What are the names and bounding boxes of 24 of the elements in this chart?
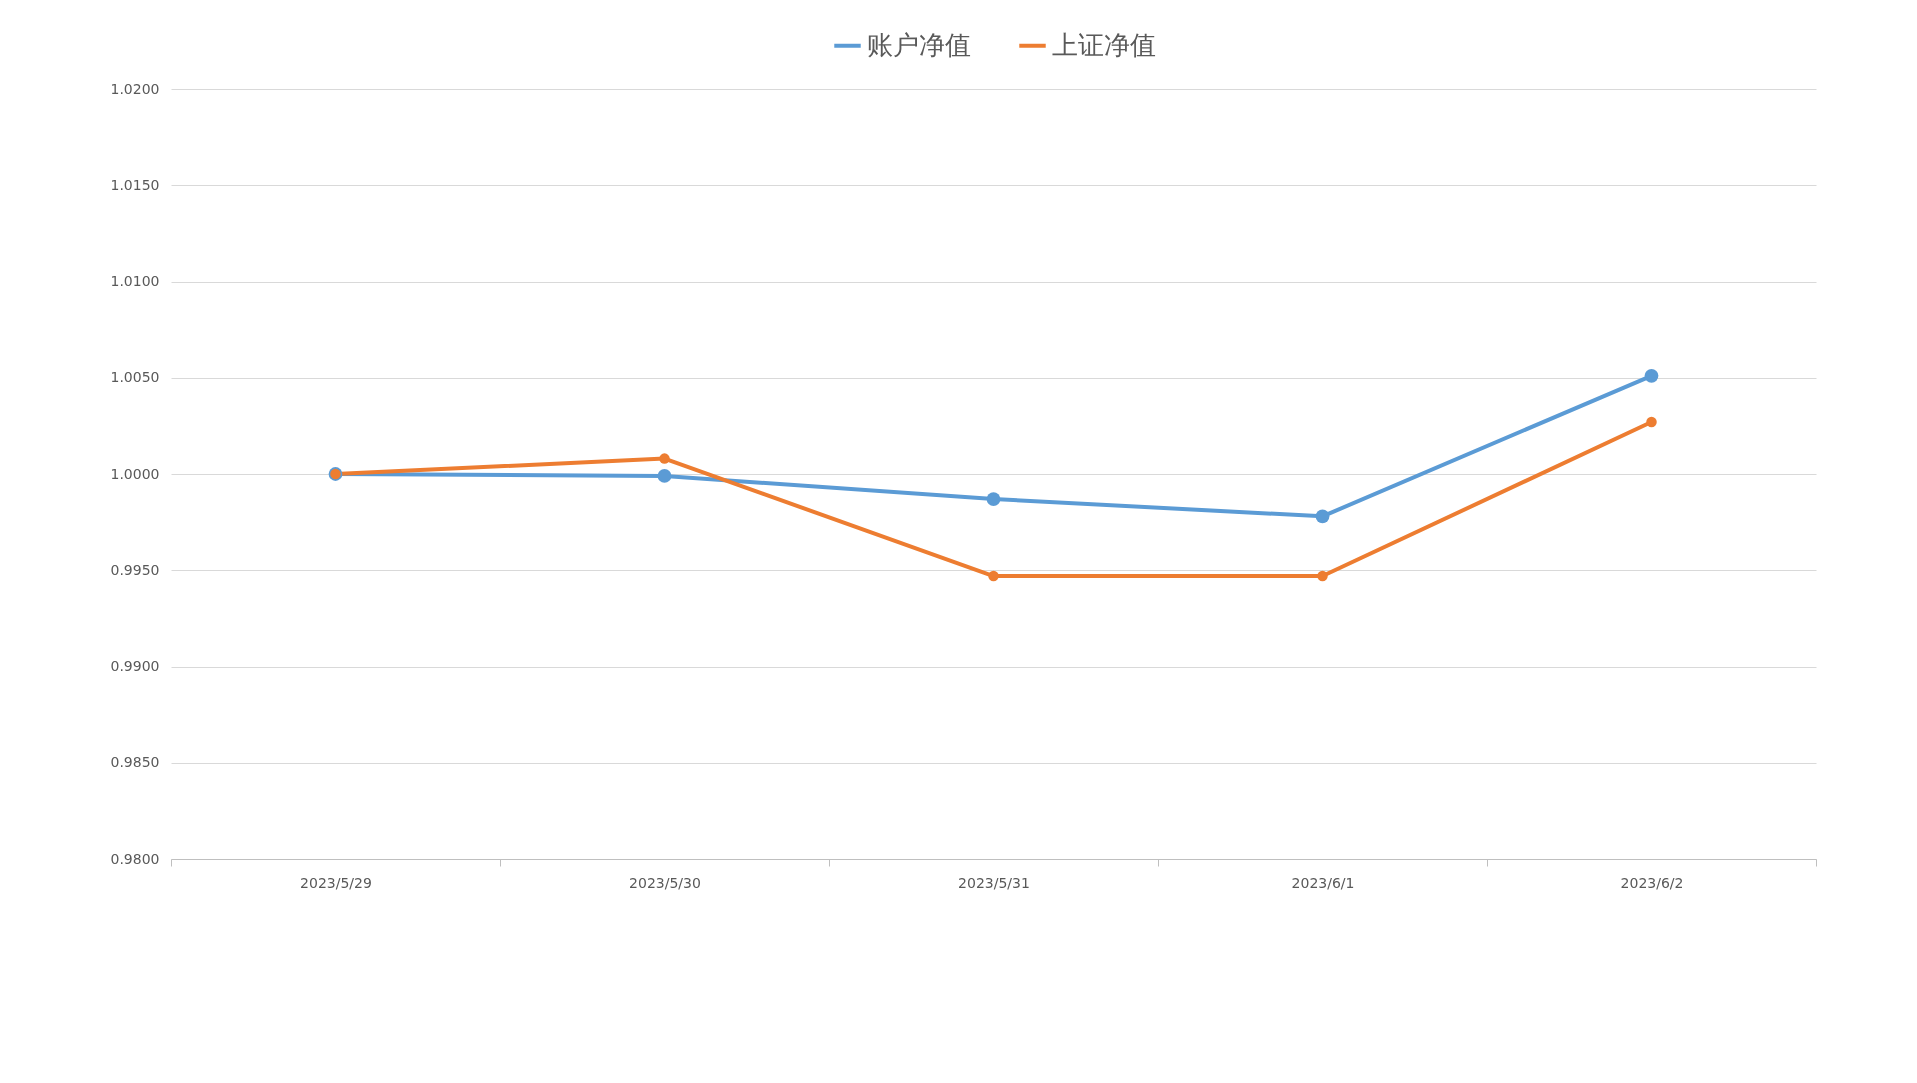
point bbox=[659, 453, 670, 464]
legend-label: 上证净值 bbox=[1052, 29, 1156, 60]
y-tick-label: 1.0000 bbox=[110, 465, 160, 482]
y-tick-label: 0.9850 bbox=[110, 754, 160, 771]
point bbox=[657, 469, 672, 483]
x-tick-label: 2023/5/30 bbox=[629, 874, 701, 891]
y-tick-label: 1.0050 bbox=[110, 369, 160, 386]
point bbox=[1644, 368, 1659, 383]
x-tick-label: 2023/6/1 bbox=[1291, 874, 1355, 891]
x-tick-label: 2023/5/29 bbox=[300, 874, 372, 891]
point bbox=[1315, 509, 1330, 524]
y-tick-label: 1.0150 bbox=[110, 176, 160, 193]
y-tick-label: 0.9800 bbox=[110, 850, 160, 867]
point bbox=[1646, 416, 1657, 428]
point bbox=[988, 570, 999, 582]
x-tick-label: 2023/6/2 bbox=[1620, 874, 1684, 891]
y-tick-label: 1.0200 bbox=[110, 80, 160, 97]
point bbox=[986, 492, 1001, 506]
y-tick-label: 1.0100 bbox=[110, 273, 160, 289]
point bbox=[1317, 570, 1328, 582]
y-tick-label: 0.9950 bbox=[110, 561, 160, 578]
y-tick-label: 0.9900 bbox=[110, 658, 160, 674]
x-tick-label: 2023/5/31 bbox=[958, 874, 1030, 891]
legend-label: 账户净值 bbox=[867, 29, 971, 60]
